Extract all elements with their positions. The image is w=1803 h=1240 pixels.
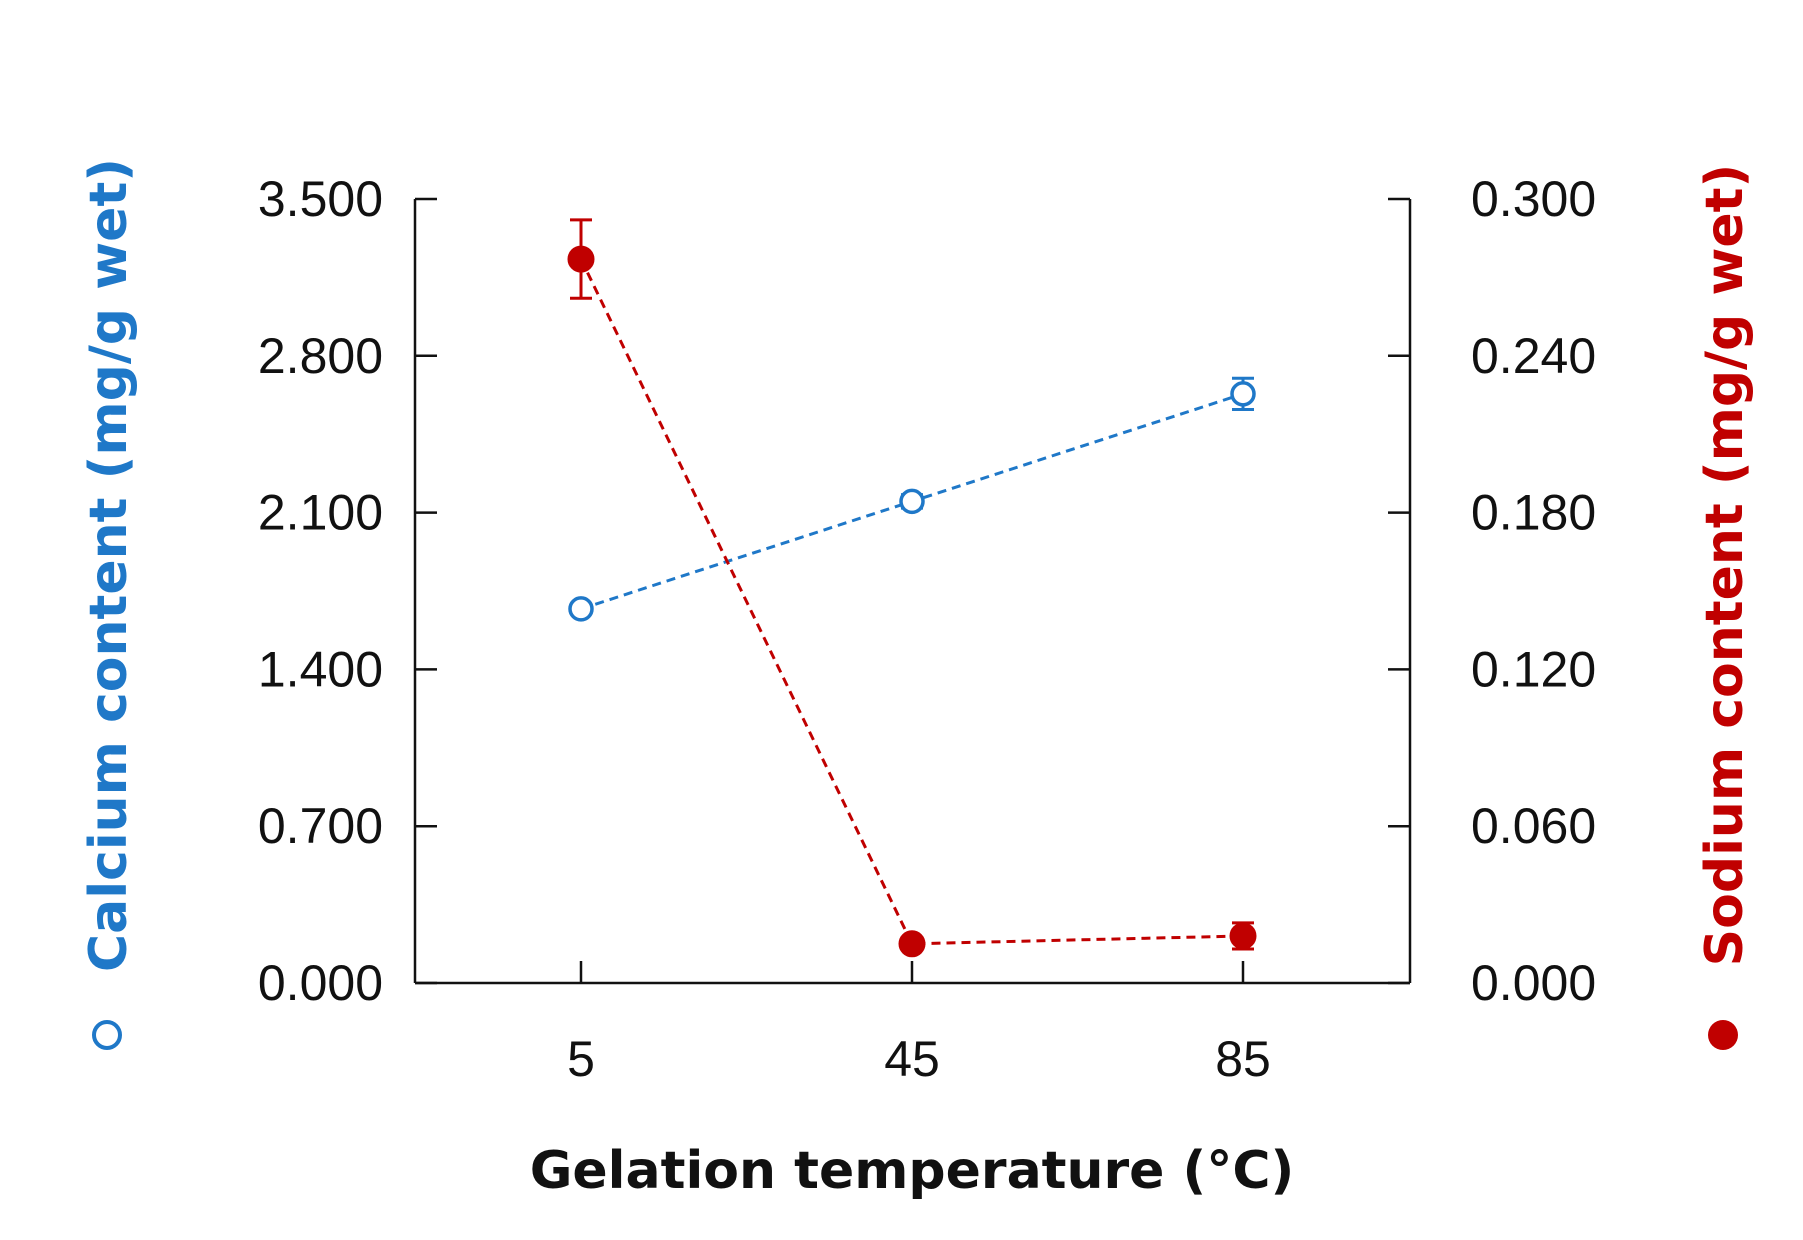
left-tick-label: 0.000 xyxy=(258,955,383,1011)
x-tick-label: 5 xyxy=(567,1031,595,1087)
sodium-series-line xyxy=(579,258,1244,946)
right-tick-label: 0.240 xyxy=(1471,328,1596,384)
axes xyxy=(413,199,1412,985)
calcium-data-point xyxy=(899,488,925,515)
right-tick-label: 0.060 xyxy=(1471,798,1596,854)
left-tick-label: 3.500 xyxy=(258,171,383,227)
x-tick-label: 45 xyxy=(884,1031,940,1087)
calcium-legend-marker xyxy=(92,1020,122,1050)
left-tick-label: 0.700 xyxy=(258,798,383,854)
left-axis-ticks: 0.000 0.700 1.400 2.100 2.800 3.500 xyxy=(258,171,437,1011)
right-axis-label: Sodium content (mg/g wet) xyxy=(1695,164,1755,967)
right-axis-ticks: 0.000 0.060 0.120 0.180 0.240 0.300 xyxy=(1388,171,1596,1011)
left-axis-title: Calcium content (mg/g wet) xyxy=(79,158,139,1050)
left-tick-label: 1.400 xyxy=(258,641,383,697)
x-axis-label: Gelation temperature (°C) xyxy=(530,1141,1295,1201)
left-tick-label: 2.100 xyxy=(258,485,383,541)
sodium-data-point xyxy=(567,245,595,273)
x-axis-ticks: 5 45 85 xyxy=(567,961,1271,1087)
sodium-data-point xyxy=(898,930,926,958)
calcium-data-point xyxy=(1230,381,1256,407)
sodium-legend-marker xyxy=(1708,1020,1738,1050)
sodium-data-point xyxy=(1229,922,1257,950)
right-tick-label: 0.180 xyxy=(1471,485,1596,541)
right-tick-label: 0.300 xyxy=(1471,171,1596,227)
right-axis-title: Sodium content (mg/g wet) xyxy=(1695,164,1755,1050)
x-tick-label: 85 xyxy=(1215,1031,1271,1087)
right-tick-label: 0.000 xyxy=(1471,955,1596,1011)
right-tick-label: 0.120 xyxy=(1471,641,1596,697)
left-axis-label: Calcium content (mg/g wet) xyxy=(79,158,139,972)
calcium-data-point xyxy=(568,596,594,622)
series-layer xyxy=(567,218,1257,958)
left-tick-label: 2.800 xyxy=(258,328,383,384)
